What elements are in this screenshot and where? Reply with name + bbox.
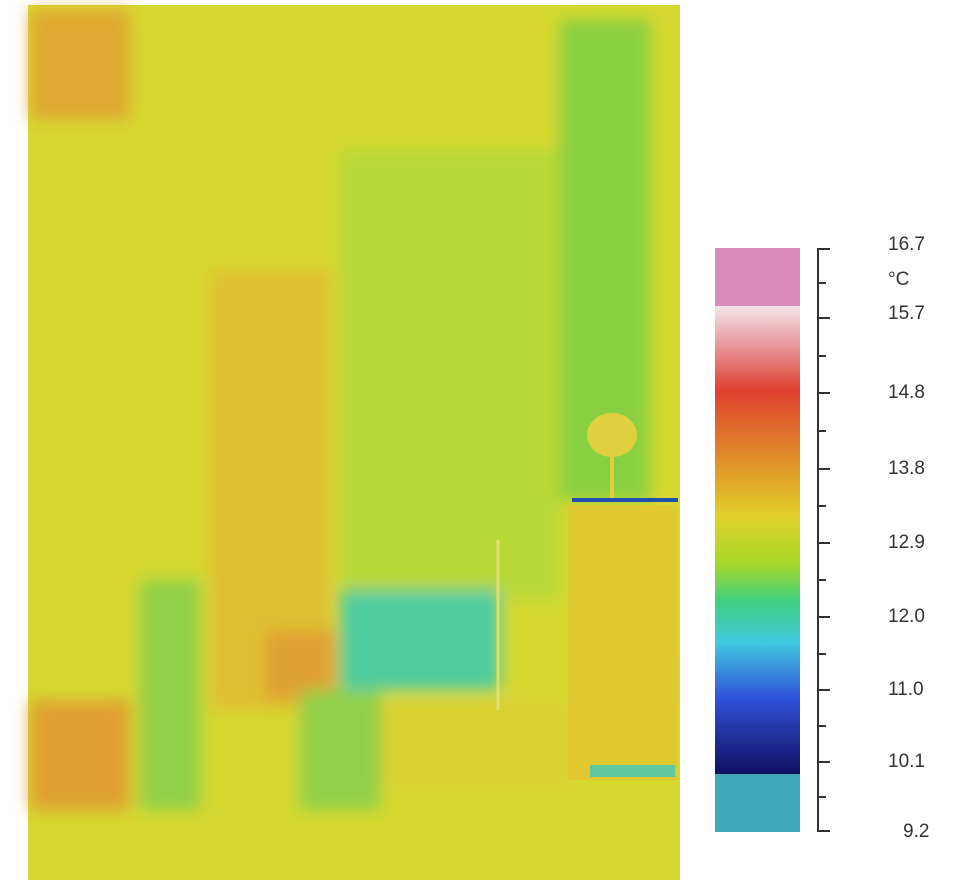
warm-area [265,630,335,700]
scale-gradient [715,306,800,774]
scale-label: 12.9 [888,532,925,553]
thermal-image [28,5,680,880]
warm-area [30,700,130,810]
scale-label: 13.8 [888,458,925,479]
cold-area [590,765,675,777]
scale-label: 12.0 [888,606,925,627]
color-scale: 16.7 °C 15.7 14.8 13.8 12.9 12.0 11.0 10… [715,234,929,842]
scale-label: 10.1 [888,751,925,772]
scale-ticks [817,248,830,832]
warm-area [380,700,570,790]
scale-label: 15.7 [888,303,925,324]
warm-area [30,10,130,120]
scale-unit: °C [888,269,909,290]
cabinet [568,505,678,780]
cool-area [340,150,560,600]
lamp [587,413,637,457]
scale-bottom-block [715,774,800,832]
cold-area [340,590,500,690]
scale-label: 16.7 [888,234,925,255]
scale-label: 11.0 [888,679,924,700]
scale-label: 14.8 [888,382,925,403]
scale-label: 9.2 [903,821,929,842]
cool-area [300,690,380,810]
cool-area [140,580,200,810]
scale-top-block [715,248,800,306]
